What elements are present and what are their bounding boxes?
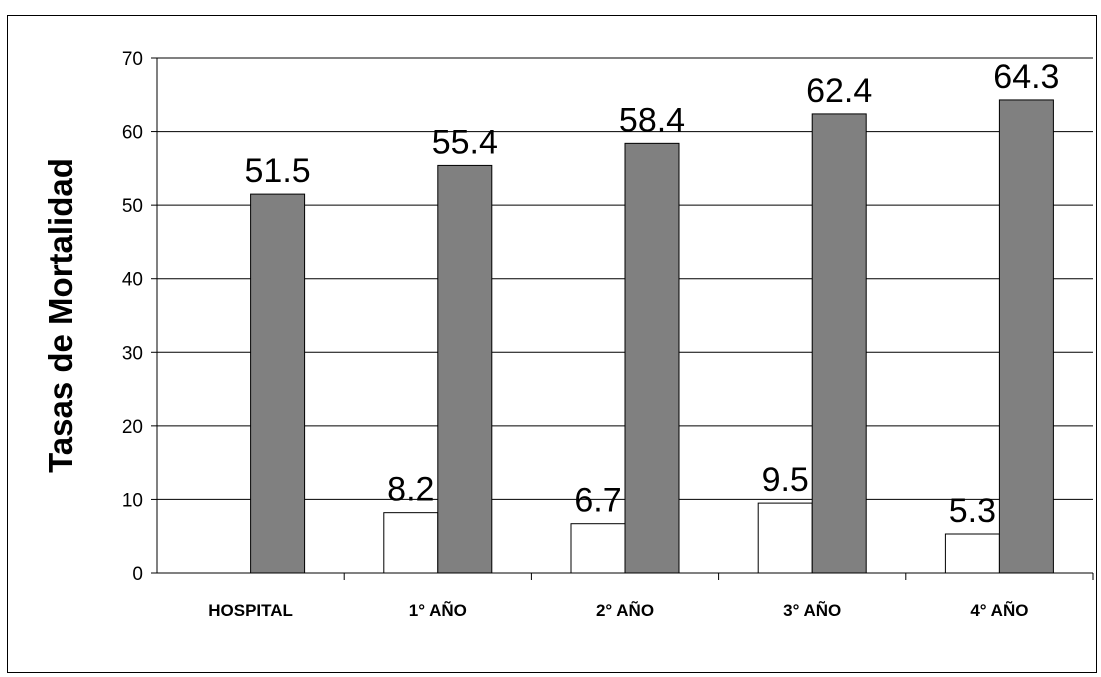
bar: [624, 142, 680, 574]
data-label: 58.4: [619, 101, 685, 139]
chart-frame: 0 10 20 30 40 50 60 70 HOSPITAL 1° AÑO 2° AÑO 3° A…: [7, 15, 1097, 673]
y-tick-label: 40: [122, 270, 143, 291]
y-axis-title: Tasas de Mortalidad: [42, 158, 79, 473]
data-label: 62.4: [806, 72, 872, 110]
y-tick-label: 70: [122, 49, 143, 70]
y-tick-label: 30: [122, 343, 143, 364]
data-label: 55.4: [432, 123, 498, 161]
y-tick-label: 60: [122, 123, 143, 144]
axes: [151, 57, 1094, 580]
y-tick-label: 10: [122, 490, 143, 511]
x-tick-label: 3° AÑO: [783, 600, 841, 620]
mortality-bar-chart: 0 10 20 30 40 50 60 70 HOSPITAL 1° AÑO 2° AÑO 3° A…: [42, 49, 1094, 620]
data-labels: 51.5 8.2 55.4 6.7 58.4 9.5 62.4 5.3 64.3: [245, 58, 1060, 530]
bar: [998, 99, 1054, 574]
bar: [757, 502, 813, 574]
bar: [437, 164, 493, 574]
y-tick-labels: 0 10 20 30 40 50 60 70: [122, 49, 143, 585]
bar: [944, 533, 1000, 574]
bar: [570, 523, 626, 574]
bar: [383, 512, 439, 574]
bar: [811, 113, 867, 574]
data-label: 64.3: [993, 58, 1059, 96]
data-label: 6.7: [574, 482, 621, 520]
x-tick-label: 4° AÑO: [970, 600, 1028, 620]
data-label: 8.2: [387, 471, 434, 509]
bars: [250, 99, 1054, 574]
bar: [250, 193, 306, 574]
y-tick-label: 50: [122, 196, 143, 217]
y-tick-label: 0: [132, 564, 143, 585]
x-tick-label: 2° AÑO: [596, 600, 654, 620]
data-label: 51.5: [245, 152, 311, 190]
data-label: 9.5: [762, 461, 809, 499]
x-tick-label: 1° AÑO: [409, 600, 467, 620]
x-tick-label: HOSPITAL: [208, 601, 293, 620]
x-tick-labels: HOSPITAL 1° AÑO 2° AÑO 3° AÑO 4° AÑO: [208, 600, 1028, 620]
y-tick-label: 20: [122, 417, 143, 438]
data-label: 5.3: [949, 492, 996, 530]
